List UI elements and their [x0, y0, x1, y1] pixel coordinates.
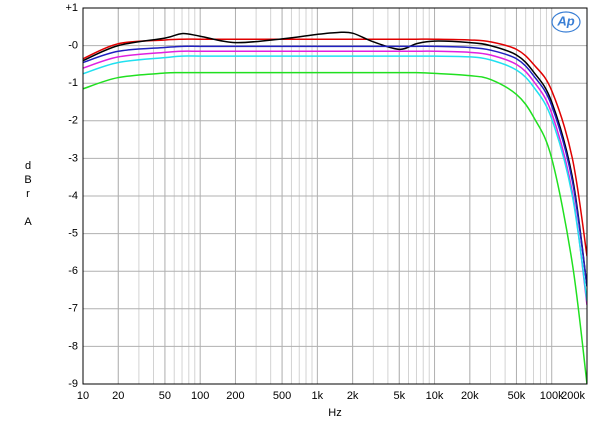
- logo-ring: [551, 11, 581, 33]
- y-tick-label: -9: [68, 378, 78, 390]
- y-tick-label: -7: [68, 303, 78, 315]
- y-tick-label: -6: [68, 265, 78, 277]
- logo: Ap: [556, 13, 574, 28]
- series-line: [83, 31, 587, 287]
- y-tick-label: -5: [68, 228, 78, 240]
- y-tick-label: -0: [68, 40, 78, 52]
- x-tick-label: 200: [226, 390, 244, 402]
- y-tick-label: -1: [68, 77, 78, 89]
- series-line: [83, 71, 587, 384]
- series-line: [83, 50, 587, 306]
- x-tick-label: 100k: [540, 390, 564, 402]
- y-tick-label: -3: [68, 152, 78, 164]
- x-tick-label: 500: [273, 390, 291, 402]
- plot-border: [82, 7, 588, 385]
- x-tick-label: 10: [77, 390, 89, 402]
- x-tick-label: 100: [191, 390, 209, 402]
- x-tick-label: 5k: [393, 390, 405, 402]
- y-axis-label: dBr A: [22, 160, 34, 230]
- x-tick-label: 20k: [461, 390, 479, 402]
- y-tick-label: -4: [68, 190, 78, 202]
- series-line: [83, 45, 587, 287]
- x-tick-label: 10k: [426, 390, 444, 402]
- series-line: [83, 55, 587, 302]
- y-tick-label: -8: [68, 340, 78, 352]
- series-line: [83, 38, 587, 257]
- x-axis-label: Hz: [328, 407, 341, 419]
- y-tick-label: -2: [68, 115, 78, 127]
- y-tick-label: +1: [65, 2, 78, 14]
- x-tick-label: 20: [112, 390, 124, 402]
- x-tick-label: 1k: [312, 390, 324, 402]
- x-tick-label: 2k: [347, 390, 359, 402]
- x-tick-label: 200k: [561, 390, 585, 402]
- x-tick-label: 50: [159, 390, 171, 402]
- x-tick-label: 50k: [508, 390, 526, 402]
